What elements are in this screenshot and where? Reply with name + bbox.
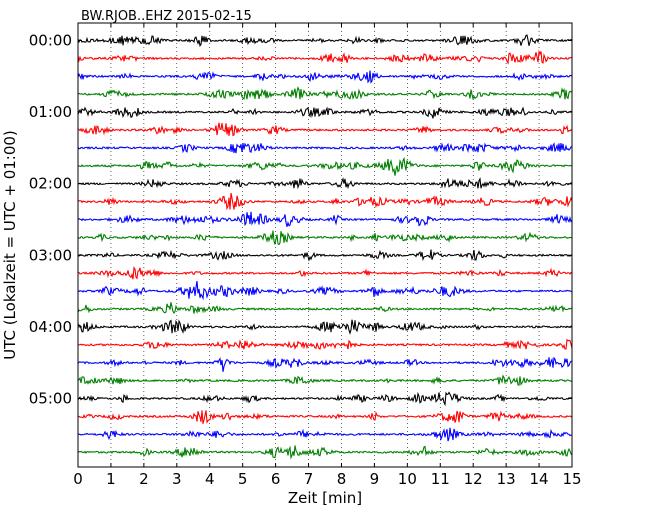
x-tick-label: 10 xyxy=(398,470,417,488)
seismogram-trace xyxy=(77,142,573,154)
seismogram-trace xyxy=(77,122,573,137)
y-tick-label: 00:00 xyxy=(29,32,72,50)
plot-frame xyxy=(77,22,573,468)
seismogram-trace xyxy=(77,266,573,280)
y-tick-label: 05:00 xyxy=(29,390,72,408)
seismogram-traces xyxy=(77,34,573,460)
x-tick-label: 4 xyxy=(205,470,215,488)
seismogram-trace xyxy=(77,192,573,211)
y-axis-label: UTC (Lokalzeit = UTC + 01:00) xyxy=(1,130,19,360)
x-tick-label: 11 xyxy=(431,470,450,488)
x-tick-label: 9 xyxy=(370,470,380,488)
x-axis-label: Zeit [min] xyxy=(288,489,362,507)
x-tick-label: 13 xyxy=(497,470,516,488)
x-tick-label: 5 xyxy=(238,470,248,488)
axis-ticks: 0 1 2 3 4 5 6 7 8 9 10 11 12 13 14 1500:0001:0002:0003:… xyxy=(29,23,582,488)
seismogram-trace xyxy=(77,86,573,101)
x-tick-label: 7 xyxy=(304,470,314,488)
y-tick-label: 04:00 xyxy=(29,318,72,336)
grid-lines xyxy=(110,23,540,467)
x-tick-label: 2 xyxy=(139,470,149,488)
seismogram-trace xyxy=(77,49,573,65)
seismogram-trace xyxy=(77,319,573,335)
x-tick-label: 0 xyxy=(73,470,83,488)
x-tick-label: 8 xyxy=(337,470,347,488)
seismogram-trace xyxy=(77,249,573,262)
seismogram-trace xyxy=(77,445,573,460)
seismogram-trace xyxy=(77,338,573,351)
y-tick-label: 02:00 xyxy=(29,175,72,193)
chart-title: BW.RJOB..EHZ 2015-02-15 xyxy=(81,9,252,24)
seismogram-trace xyxy=(77,410,573,424)
seismogram-trace xyxy=(77,427,573,442)
y-tick-label: 03:00 xyxy=(29,246,72,264)
x-tick-label: 6 xyxy=(271,470,281,488)
seismogram-trace xyxy=(77,302,573,314)
seismogram-trace xyxy=(77,230,573,246)
seismogram-trace xyxy=(77,177,573,190)
x-tick-label: 15 xyxy=(562,470,581,488)
x-tick-label: 14 xyxy=(530,470,549,488)
seismogram-trace xyxy=(77,156,573,176)
x-tick-label: 1 xyxy=(106,470,116,488)
seismogram-trace xyxy=(77,106,573,119)
y-tick-label: 01:00 xyxy=(29,103,72,121)
seismogram-trace xyxy=(77,374,573,386)
x-tick-label: 3 xyxy=(172,470,182,488)
seismogram-trace xyxy=(77,281,573,301)
x-tick-label: 12 xyxy=(464,470,483,488)
seismogram-trace xyxy=(77,211,573,227)
seismogram-trace xyxy=(77,70,573,84)
seismogram-trace xyxy=(77,34,573,47)
seismogram-trace xyxy=(77,356,573,372)
seismogram-trace xyxy=(77,391,573,407)
